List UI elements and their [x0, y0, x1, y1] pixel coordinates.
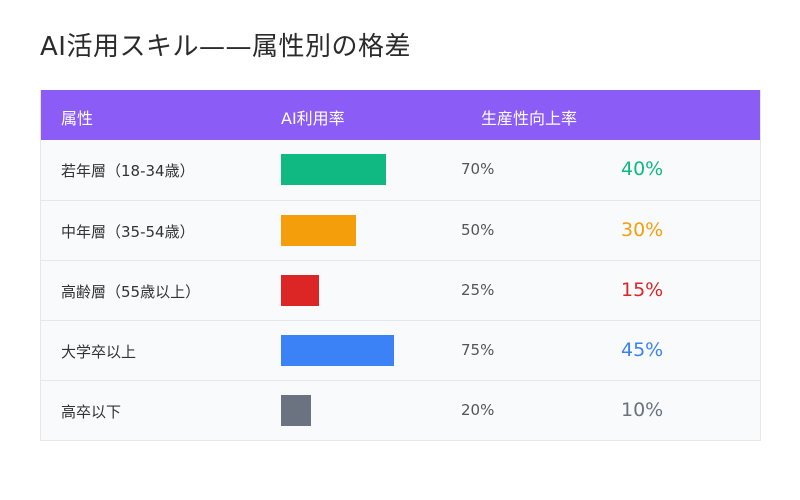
- row-label: 高卒以下: [61, 403, 122, 421]
- header-productivity: 生産性向上率: [481, 109, 578, 128]
- ai-usage-value: 25%: [461, 281, 495, 299]
- header-ai-usage: AI利用率: [281, 109, 345, 128]
- ai-usage-bar: [281, 275, 319, 306]
- table-header: 属性 AI利用率 生産性向上率: [41, 90, 760, 140]
- ai-usage-value: 20%: [461, 401, 495, 419]
- table-row: 高卒以下 20% 10%: [41, 380, 760, 440]
- productivity-value: 40%: [621, 158, 664, 180]
- row-label: 中年層（35-54歳）: [61, 223, 195, 241]
- ai-usage-bar: [281, 215, 356, 246]
- row-label: 大学卒以上: [61, 343, 137, 361]
- ai-usage-value: 75%: [461, 341, 495, 359]
- row-label: 若年層（18-34歳）: [61, 162, 195, 180]
- ai-usage-value: 50%: [461, 221, 495, 239]
- ai-usage-bar: [281, 335, 394, 366]
- table-body: 若年層（18-34歳） 70% 40% 中年層（35-54歳） 50% 30% 高齢層（55…: [41, 140, 760, 440]
- ai-usage-value: 70%: [461, 160, 495, 178]
- ai-usage-bar: [281, 154, 386, 185]
- table-row: 高齢層（55歳以上） 25% 15%: [41, 260, 760, 320]
- table-row: 若年層（18-34歳） 70% 40%: [41, 140, 760, 200]
- productivity-value: 10%: [621, 399, 664, 421]
- chart-title: AI活用スキル——属性別の格差: [40, 32, 411, 62]
- ai-usage-bar: [281, 395, 311, 426]
- header-attribute: 属性: [61, 109, 94, 128]
- table-row: 中年層（35-54歳） 50% 30%: [41, 200, 760, 260]
- table-row: 大学卒以上 75% 45%: [41, 320, 760, 380]
- productivity-value: 30%: [621, 219, 664, 241]
- data-table: 属性 AI利用率 生産性向上率 若年層（18-34歳） 70% 40% 中年層（35-…: [40, 90, 761, 441]
- row-label: 高齢層（55歳以上）: [61, 283, 201, 301]
- productivity-value: 45%: [621, 339, 664, 361]
- productivity-value: 15%: [621, 279, 664, 301]
